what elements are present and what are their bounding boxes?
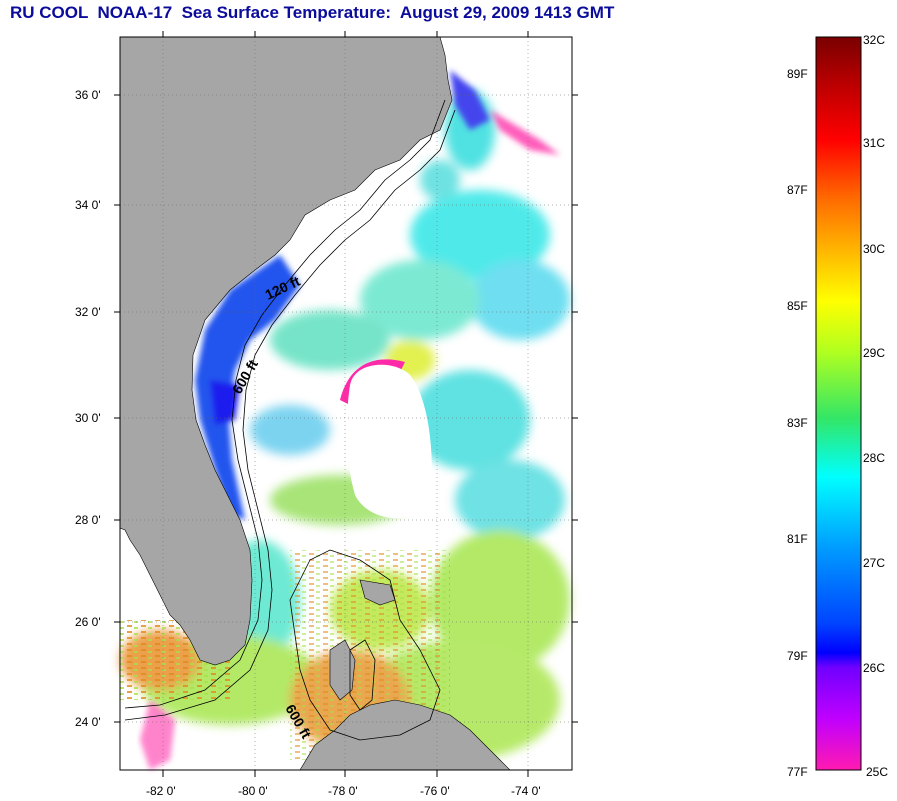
fahrenheit-label: 87F (787, 183, 808, 197)
celsius-label: 29C (863, 346, 885, 360)
lon-label: -78 0' (328, 784, 358, 798)
sst-map: 36 0' 34 0' 32 0' 30 0' 28 0' 26 0' 24 0… (75, 31, 578, 798)
bathymetry-contours (124, 99, 456, 741)
fahrenheit-label: 81F (787, 532, 808, 546)
land-mass (119, 36, 453, 666)
celsius-label: 26C (863, 661, 885, 675)
celsius-label: 28C (863, 451, 885, 465)
lon-label: -82 0' (146, 784, 176, 798)
map-border (119, 36, 573, 771)
fahrenheit-label: 77F (787, 765, 808, 779)
lat-label: 30 0' (75, 411, 101, 425)
bahamas-island (329, 639, 356, 701)
lon-label: -76 0' (420, 784, 450, 798)
colorbar-gradient (815, 36, 862, 771)
lat-label: 32 0' (75, 305, 101, 319)
lat-label: 34 0' (75, 198, 101, 212)
lat-label: 36 0' (75, 88, 101, 102)
lat-label: 24 0' (75, 715, 101, 729)
fahrenheit-label: 83F (787, 416, 808, 430)
cuba-land (299, 699, 511, 771)
celsius-label: 30C (863, 242, 885, 256)
celsius-label: 25C (866, 765, 888, 779)
celsius-label: 27C (863, 556, 885, 570)
fahrenheit-label: 85F (787, 299, 808, 313)
celsius-label: 31C (863, 136, 885, 150)
lon-label: -80 0' (238, 784, 268, 798)
lat-label: 28 0' (75, 513, 101, 527)
celsius-label: 32C (863, 33, 885, 47)
graticule (120, 37, 572, 770)
lat-label: 26 0' (75, 615, 101, 629)
page-title: RU COOL NOAA-17 Sea Surface Temperature:… (10, 3, 615, 22)
axis-ticks (114, 31, 578, 777)
fahrenheit-label: 79F (787, 649, 808, 663)
bahamas-island (359, 579, 396, 606)
fahrenheit-label: 89F (787, 67, 808, 81)
lon-label: -74 0' (511, 784, 541, 798)
